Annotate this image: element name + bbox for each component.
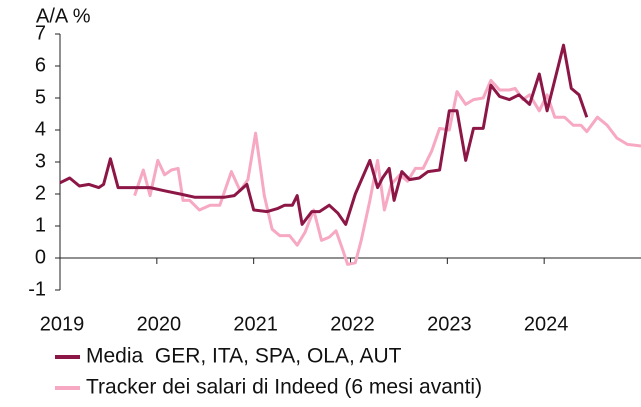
y-tick-label: 0 [35,246,46,268]
x-tick-label: 2019 [40,313,85,335]
y-tick-label: 4 [35,118,46,140]
x-tick-label: 2023 [427,313,472,335]
y-tick-label: 5 [35,86,46,108]
y-tick-label: -1 [28,278,46,300]
series-line [59,43,589,226]
y-tick-label: 3 [35,150,46,172]
x-tick-label: 2022 [330,313,375,335]
x-tick-label: 2024 [524,313,569,335]
y-tick-label: 6 [35,54,46,76]
y-tick-label: 1 [35,214,46,236]
x-tick-label: 2020 [137,313,182,335]
legend-label: Tracker dei salari di Indeed (6 mesi ava… [86,376,482,399]
legend-label: Media GER, ITA, SPA, OLA, AUT [86,345,402,368]
y-tick-label: 2 [35,182,46,204]
y-axis-label: A/A % [36,5,91,27]
y-tick-label: 7 [35,22,46,44]
x-tick-label: 2021 [233,313,278,335]
